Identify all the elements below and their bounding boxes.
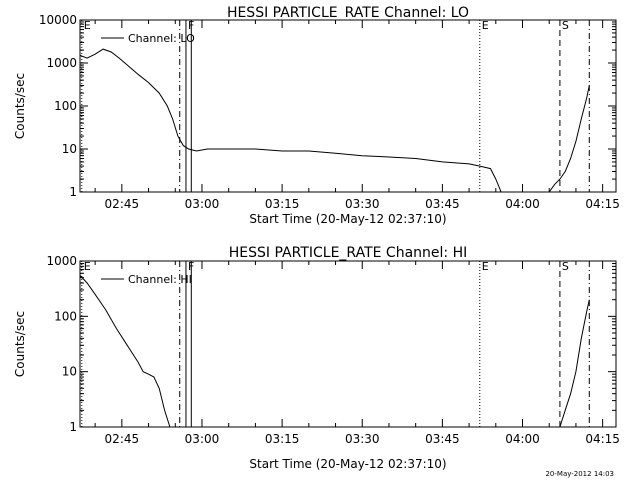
y-tick-label: 10 (62, 365, 77, 379)
event-marker-label: E (482, 19, 489, 32)
event-marker-label: E (84, 260, 91, 273)
x-tick-label: 04:15 (585, 197, 620, 211)
series-line-2 (559, 299, 590, 427)
x-tick-label: 03:45 (425, 432, 460, 446)
x-tick-label: 03:00 (185, 432, 220, 446)
timestamp-footer: 20-May-2012 14:03 (545, 470, 614, 478)
series-line-1 (80, 48, 502, 192)
chart-1: HESSI PARTICLE_RATE Channel: LO 1 10 100 100… (13, 5, 620, 226)
x-tick-label: 04:00 (505, 432, 540, 446)
x-axis-label: Start Time (20-May-12 02:37:10) (249, 212, 446, 226)
x-tick-label: 04:00 (505, 197, 540, 211)
y-tick-label: 10 (62, 142, 77, 156)
event-marker-label: S (562, 19, 569, 32)
event-marker-label: E (84, 19, 91, 32)
x-tick-label: 03:00 (185, 197, 220, 211)
chart-2: HESSI PARTICLE_RATE Channel: HI 1 10 100 100… (13, 245, 620, 471)
y-axis-label: Counts/sec (13, 311, 27, 377)
y-tick-label: 1 (69, 420, 77, 434)
legend-label: Channel: LO (128, 32, 195, 45)
x-tick-label: 03:45 (425, 197, 460, 211)
x-tick-label: 02:45 (105, 197, 140, 211)
plot-frame (79, 260, 617, 428)
y-tick-label: 100 (54, 99, 77, 113)
y-tick-label: 10000 (39, 13, 77, 27)
event-marker-label: E (482, 260, 489, 273)
y-axis-label: Counts/sec (13, 73, 27, 139)
x-axis-label: Start Time (20-May-12 02:37:10) (249, 457, 446, 471)
x-tick-label: 04:15 (585, 432, 620, 446)
event-marker-label: S (562, 260, 569, 273)
y-tick-label: 1000 (46, 56, 77, 70)
x-tick-label: 02:45 (105, 432, 140, 446)
series-line-1 (80, 275, 171, 427)
legend-label: Channel: HI (128, 273, 192, 286)
y-tick-label: 1 (69, 185, 77, 199)
x-tick-label: 03:15 (265, 197, 300, 211)
chart-title: HESSI PARTICLE_RATE Channel: LO (227, 5, 469, 21)
y-tick-label: 100 (54, 309, 77, 323)
series-line-2 (548, 85, 590, 192)
plot-frame (79, 19, 617, 193)
x-tick-label: 03:30 (345, 432, 380, 446)
chart-title: HESSI PARTICLE_RATE Channel: HI (229, 245, 467, 261)
y-tick-label: 1000 (46, 254, 77, 268)
x-tick-label: 03:15 (265, 432, 300, 446)
x-tick-label: 03:30 (345, 197, 380, 211)
